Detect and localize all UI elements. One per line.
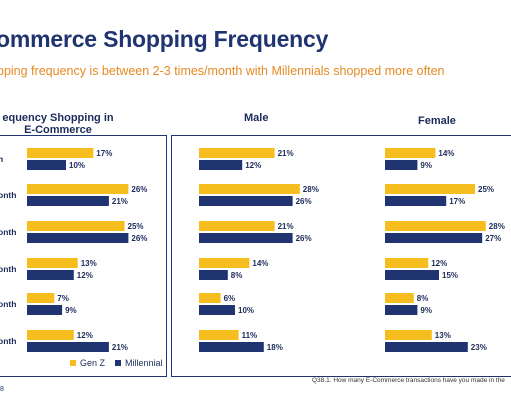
female-value-label: 17% <box>449 197 465 206</box>
overall-bar-genz <box>27 184 129 194</box>
overall-value-label: 12% <box>77 331 93 340</box>
female-value-label: 8% <box>417 294 429 303</box>
male-bar-millennial <box>199 160 243 170</box>
female-bar-millennial <box>385 160 418 170</box>
female-bar-genz <box>385 148 436 158</box>
male-value-label: 6% <box>224 294 236 303</box>
female-value-label: 15% <box>442 271 458 280</box>
overall-bar-genz <box>27 330 74 340</box>
female-bar-genz <box>385 330 432 340</box>
female-value-label: 9% <box>420 161 432 170</box>
male-bar-millennial <box>199 270 228 280</box>
female-value-label: 28% <box>489 222 505 231</box>
male-bar-genz <box>199 148 275 158</box>
female-value-label: 12% <box>431 259 447 268</box>
overall-value-label: 9% <box>65 306 77 315</box>
female-value-label: 27% <box>485 234 501 243</box>
male-bar-millennial <box>199 305 235 315</box>
overall-category-label: h <box>0 154 3 164</box>
female-chart-title: Female <box>418 115 456 127</box>
overall-value-label: 17% <box>96 149 112 158</box>
male-value-label: 26% <box>296 197 312 206</box>
overall-value-label: 13% <box>81 259 97 268</box>
male-value-label: 18% <box>267 343 283 352</box>
overall-bar-genz <box>27 258 78 268</box>
legend-genz-label: Gen Z <box>80 358 106 368</box>
female-bar-genz <box>385 258 429 268</box>
overall-value-label: 10% <box>69 161 85 170</box>
footnote: Q38.1. How many E-Commerce transactions … <box>312 377 505 384</box>
male-bar-genz <box>199 258 250 268</box>
overall-bar-millennial <box>27 342 109 352</box>
overall-bar-millennial <box>27 233 129 243</box>
male-chart-title: Male <box>244 112 269 124</box>
female-bar-genz <box>385 293 414 303</box>
female-bar-millennial <box>385 233 483 243</box>
male-bar-millennial <box>199 342 264 352</box>
male-value-label: 12% <box>245 161 261 170</box>
male-bar-genz <box>199 221 275 231</box>
male-bar-millennial <box>199 233 293 243</box>
overall-bar-genz <box>27 293 55 303</box>
legend-millennial-swatch <box>115 360 122 366</box>
page-title: ommerce Shopping Frequency <box>0 26 329 52</box>
overall-value-label: 7% <box>57 294 69 303</box>
male-value-label: 10% <box>238 306 254 315</box>
overall-value-label: 12% <box>77 271 93 280</box>
male-bar-millennial <box>199 196 293 206</box>
female-value-label: 25% <box>478 185 494 194</box>
overall-value-label: 21% <box>112 197 128 206</box>
female-bar-genz <box>385 221 486 231</box>
overall-bar-millennial <box>27 196 109 206</box>
female-bar-millennial <box>385 342 468 352</box>
overall-bar-millennial <box>27 305 63 315</box>
male-bar-genz <box>199 293 221 303</box>
overall-bar-genz <box>27 148 94 158</box>
overall-bar-millennial <box>27 160 66 170</box>
female-value-label: 13% <box>435 331 451 340</box>
overall-category-label: onth <box>0 190 16 200</box>
male-value-label: 26% <box>296 234 312 243</box>
page-number: 8 <box>0 386 4 393</box>
legend-genz-swatch <box>70 360 76 366</box>
male-value-label: 28% <box>303 185 319 194</box>
female-bar-millennial <box>385 196 447 206</box>
female-value-label: 9% <box>420 306 432 315</box>
male-value-label: 11% <box>242 331 258 340</box>
female-bar-millennial <box>385 305 418 315</box>
male-value-label: 21% <box>278 149 294 158</box>
overall-value-label: 21% <box>112 343 128 352</box>
overall-chart-title: equency Shopping in E-Commerce <box>0 112 120 136</box>
overall-value-label: 25% <box>128 222 144 231</box>
female-bar-genz <box>385 184 475 194</box>
male-value-label: 21% <box>278 222 294 231</box>
female-value-label: 23% <box>471 343 487 352</box>
male-value-label: 8% <box>231 271 243 280</box>
overall-category-label: onth <box>0 227 16 237</box>
overall-bar-genz <box>27 221 125 231</box>
page-subtitle: pping frequency is between 2-3 times/mon… <box>0 64 445 78</box>
overall-category-label: onth <box>0 299 16 309</box>
male-bar-genz <box>199 330 239 340</box>
overall-chart-title-line2: E-Commerce <box>24 124 92 136</box>
overall-bar-millennial <box>27 270 74 280</box>
overall-value-label: 26% <box>131 185 147 194</box>
male-bar-genz <box>199 184 300 194</box>
legend-millennial-label: Millennial <box>125 358 163 368</box>
female-value-label: 14% <box>438 149 454 158</box>
overall-category-label: onth <box>0 336 16 346</box>
female-bar-millennial <box>385 270 439 280</box>
male-value-label: 14% <box>252 259 268 268</box>
overall-value-label: 26% <box>131 234 147 243</box>
overall-category-label: onth <box>0 264 16 274</box>
overall-chart-title-line1: equency Shopping in <box>2 112 114 124</box>
chart-legend: Gen Z Millennial <box>70 358 163 368</box>
